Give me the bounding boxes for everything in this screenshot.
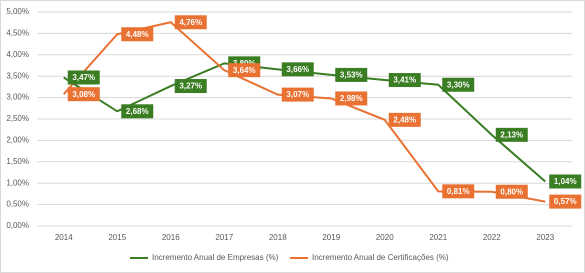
value-label: 3,07% bbox=[286, 90, 309, 99]
value-label: 0,81% bbox=[447, 187, 470, 196]
value-label: 3,66% bbox=[286, 65, 309, 74]
y-tick-label: 3,00% bbox=[6, 93, 29, 102]
value-label-box bbox=[174, 15, 207, 30]
x-tick-label: 2020 bbox=[376, 233, 394, 242]
value-label-box bbox=[442, 77, 475, 92]
value-label-box bbox=[335, 67, 368, 82]
x-tick-label: 2017 bbox=[215, 233, 233, 242]
legend-label: Incremento Anual de Empresas (%) bbox=[152, 253, 279, 262]
value-label-box bbox=[495, 184, 528, 199]
x-tick-label: 2014 bbox=[55, 233, 73, 242]
x-tick-label: 2023 bbox=[536, 233, 554, 242]
value-label: 2,48% bbox=[393, 115, 416, 124]
value-label-box bbox=[549, 194, 582, 209]
x-tick-label: 2019 bbox=[322, 233, 340, 242]
value-label: 1,04% bbox=[554, 177, 577, 186]
y-tick-label: 2,50% bbox=[6, 114, 29, 123]
value-label: 0,57% bbox=[554, 197, 577, 206]
value-label: 4,76% bbox=[179, 18, 202, 27]
value-label: 3,47% bbox=[72, 73, 95, 82]
value-label: 2,98% bbox=[340, 94, 363, 103]
value-label-box bbox=[228, 63, 261, 78]
legend-label: Incremento Anual de Certificações (%) bbox=[312, 253, 449, 262]
y-tick-label: 0,50% bbox=[6, 200, 29, 209]
value-label-box bbox=[388, 112, 421, 127]
y-tick-label: 2,00% bbox=[6, 136, 29, 145]
y-tick-label: 1,00% bbox=[6, 178, 29, 187]
value-label: 2,68% bbox=[126, 107, 149, 116]
x-tick-label: 2021 bbox=[429, 233, 447, 242]
value-label: 0,80% bbox=[500, 187, 523, 196]
value-label-box bbox=[281, 62, 314, 77]
value-label-box bbox=[281, 87, 314, 102]
value-label-box bbox=[174, 79, 207, 94]
value-label: 3,53% bbox=[340, 71, 363, 80]
value-label-box bbox=[121, 27, 154, 42]
value-label: 3,27% bbox=[179, 82, 202, 91]
x-tick-label: 2016 bbox=[162, 233, 180, 242]
value-label-box bbox=[121, 104, 154, 119]
value-label: 3,64% bbox=[233, 66, 256, 75]
value-label-box bbox=[388, 73, 421, 88]
y-tick-label: 3,50% bbox=[6, 71, 29, 80]
value-label: 3,30% bbox=[447, 80, 470, 89]
y-tick-label: 4,00% bbox=[6, 50, 29, 59]
value-label-box bbox=[335, 91, 368, 106]
y-tick-label: 4,50% bbox=[6, 29, 29, 38]
y-tick-label: 5,00% bbox=[6, 7, 29, 16]
value-label: 2,13% bbox=[500, 130, 523, 139]
value-label-box bbox=[67, 87, 100, 102]
value-label: 4,48% bbox=[126, 30, 149, 39]
x-tick-label: 2018 bbox=[269, 233, 287, 242]
value-label-box bbox=[67, 70, 100, 85]
x-tick-label: 2015 bbox=[108, 233, 126, 242]
value-label: 3,08% bbox=[72, 90, 95, 99]
x-tick-label: 2022 bbox=[483, 233, 501, 242]
value-label: 3,41% bbox=[393, 76, 416, 85]
y-tick-label: 1,50% bbox=[6, 157, 29, 166]
value-label-box bbox=[495, 127, 528, 142]
value-label-box bbox=[442, 184, 475, 199]
y-tick-label: 0,00% bbox=[6, 221, 29, 230]
value-label-box bbox=[549, 174, 582, 189]
